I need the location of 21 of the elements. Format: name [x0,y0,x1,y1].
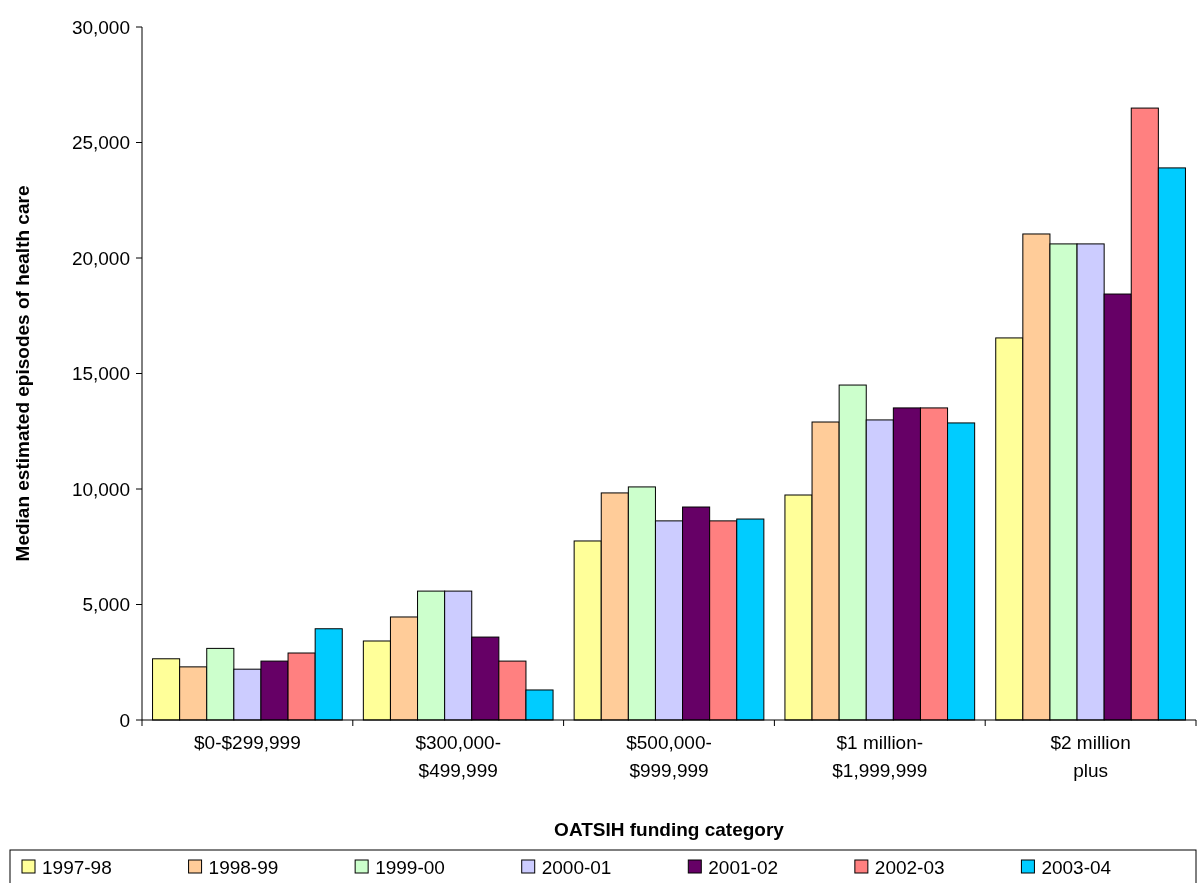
y-axis-title: Median estimated episodes of health care [12,185,33,562]
y-tick-label: 5,000 [82,594,130,616]
x-tick-label: $300,000-$499,999 [415,732,501,781]
x-axis-title: OATSIH funding category [554,819,785,840]
y-tick-label: 25,000 [71,132,130,154]
x-tick-label: $500,000-$999,999 [626,732,712,781]
legend-label: 2003-04 [1041,856,1112,878]
y-tick-label: 20,000 [71,247,130,269]
legend-label: 2001-02 [708,856,779,878]
y-tick-label: 15,000 [71,363,130,385]
y-tick-label: 30,000 [71,16,130,38]
legend-label: 1999-00 [375,856,445,878]
y-tick-label: 10,000 [71,478,130,500]
legend-label: 1998-99 [208,856,279,878]
y-tick-label: 0 [119,709,130,731]
x-tick-label: $0-$299,999 [194,732,301,753]
x-tick-label: $1 million-$1,999,999 [832,732,928,781]
x-tick-label: $2 million plus [1050,732,1131,781]
legend-label: 1997-98 [42,856,112,878]
legend-label: 2000-01 [541,856,612,878]
legend-label: 2002-03 [874,856,945,878]
